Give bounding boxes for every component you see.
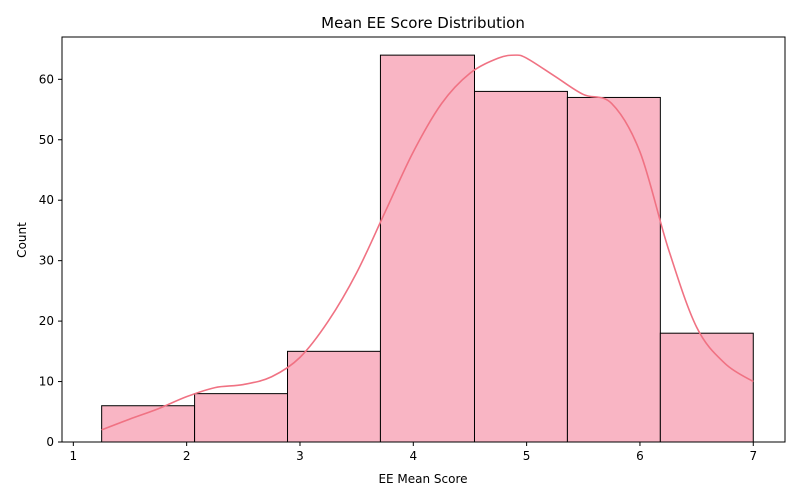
y-tick-label: 20 [39, 314, 54, 328]
histogram-bar-7 [659, 332, 754, 443]
y-axis: 0 10 20 30 40 50 60 [39, 72, 62, 449]
x-tick-label: 4 [409, 449, 417, 463]
y-tick-label: 30 [39, 254, 54, 268]
x-tick-label: 2 [183, 449, 191, 463]
histogram-bar-3 [287, 350, 381, 443]
y-tick-label: 40 [39, 193, 54, 207]
histogram-bar-6 [566, 96, 661, 443]
y-tick-label: 10 [39, 375, 54, 389]
kde-layer [101, 54, 754, 431]
bars-layer [101, 54, 754, 443]
histogram-bar-4 [379, 54, 475, 443]
plot-frame [61, 36, 786, 443]
x-tick-label: 6 [636, 449, 644, 463]
x-axis-label: EE Mean Score [378, 472, 467, 486]
histogram-bar-2 [194, 393, 289, 443]
x-tick-label: 1 [70, 449, 78, 463]
histogram-bar-5 [473, 90, 568, 443]
kde-line [101, 54, 754, 431]
chart-title: Mean EE Score Distribution [321, 14, 525, 32]
x-tick-label: 5 [523, 449, 531, 463]
y-tick-label: 0 [46, 435, 54, 449]
y-tick-label: 50 [39, 133, 54, 147]
x-tick-label: 3 [296, 449, 304, 463]
x-tick-label: 7 [749, 449, 757, 463]
x-axis: 1 2 3 4 5 6 7 [70, 442, 757, 463]
y-tick-label: 60 [39, 72, 54, 86]
y-axis-label: Count [15, 222, 29, 258]
